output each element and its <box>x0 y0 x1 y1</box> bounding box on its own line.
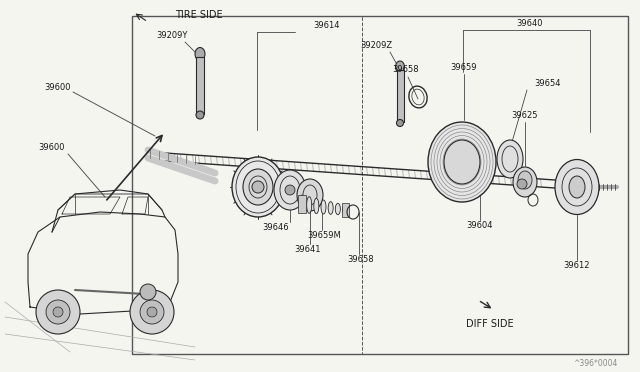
Ellipse shape <box>243 169 273 205</box>
Text: 39658: 39658 <box>393 65 419 74</box>
Ellipse shape <box>300 195 305 213</box>
Circle shape <box>252 181 264 193</box>
Ellipse shape <box>307 197 312 213</box>
Text: 39209Z: 39209Z <box>360 42 392 51</box>
Bar <box>342 203 349 217</box>
Ellipse shape <box>232 157 284 217</box>
Circle shape <box>517 179 527 189</box>
Text: 39658: 39658 <box>348 256 374 264</box>
Ellipse shape <box>297 179 323 211</box>
Circle shape <box>46 300 70 324</box>
Circle shape <box>130 290 174 334</box>
Bar <box>196 57 204 114</box>
Text: 39614: 39614 <box>313 21 339 30</box>
Ellipse shape <box>196 111 204 119</box>
Text: ^396*0004: ^396*0004 <box>573 359 618 369</box>
Ellipse shape <box>555 160 599 215</box>
Ellipse shape <box>321 200 326 214</box>
Ellipse shape <box>328 202 333 214</box>
Ellipse shape <box>274 170 306 210</box>
Ellipse shape <box>397 119 403 126</box>
Ellipse shape <box>396 61 404 73</box>
Circle shape <box>147 307 157 317</box>
Text: 39600: 39600 <box>45 83 71 92</box>
Circle shape <box>36 290 80 334</box>
Text: 39659M: 39659M <box>307 231 341 241</box>
Text: 39600: 39600 <box>39 144 65 153</box>
Ellipse shape <box>195 48 205 61</box>
Text: 39209Y: 39209Y <box>156 32 188 41</box>
Ellipse shape <box>518 171 532 189</box>
Bar <box>397 70 403 122</box>
Circle shape <box>53 307 63 317</box>
Ellipse shape <box>497 140 523 178</box>
Bar <box>132 16 628 354</box>
Text: 39612: 39612 <box>564 262 590 270</box>
Circle shape <box>140 300 164 324</box>
Ellipse shape <box>428 122 496 202</box>
Ellipse shape <box>444 140 480 184</box>
Circle shape <box>140 284 156 300</box>
Text: 39640: 39640 <box>516 19 543 29</box>
Ellipse shape <box>314 198 319 214</box>
Ellipse shape <box>335 203 340 215</box>
Bar <box>362 16 628 354</box>
Ellipse shape <box>513 167 537 197</box>
Text: 39659: 39659 <box>451 62 477 71</box>
Ellipse shape <box>569 176 585 198</box>
Circle shape <box>285 185 295 195</box>
Text: 39646: 39646 <box>262 224 289 232</box>
Text: 39604: 39604 <box>467 221 493 231</box>
Text: 39641: 39641 <box>295 246 321 254</box>
Text: TIRE SIDE: TIRE SIDE <box>175 10 223 20</box>
Text: DIFF SIDE: DIFF SIDE <box>466 319 514 329</box>
Text: 39625: 39625 <box>512 110 538 119</box>
Ellipse shape <box>342 205 348 215</box>
Text: 39654: 39654 <box>534 80 561 89</box>
Bar <box>298 195 306 213</box>
